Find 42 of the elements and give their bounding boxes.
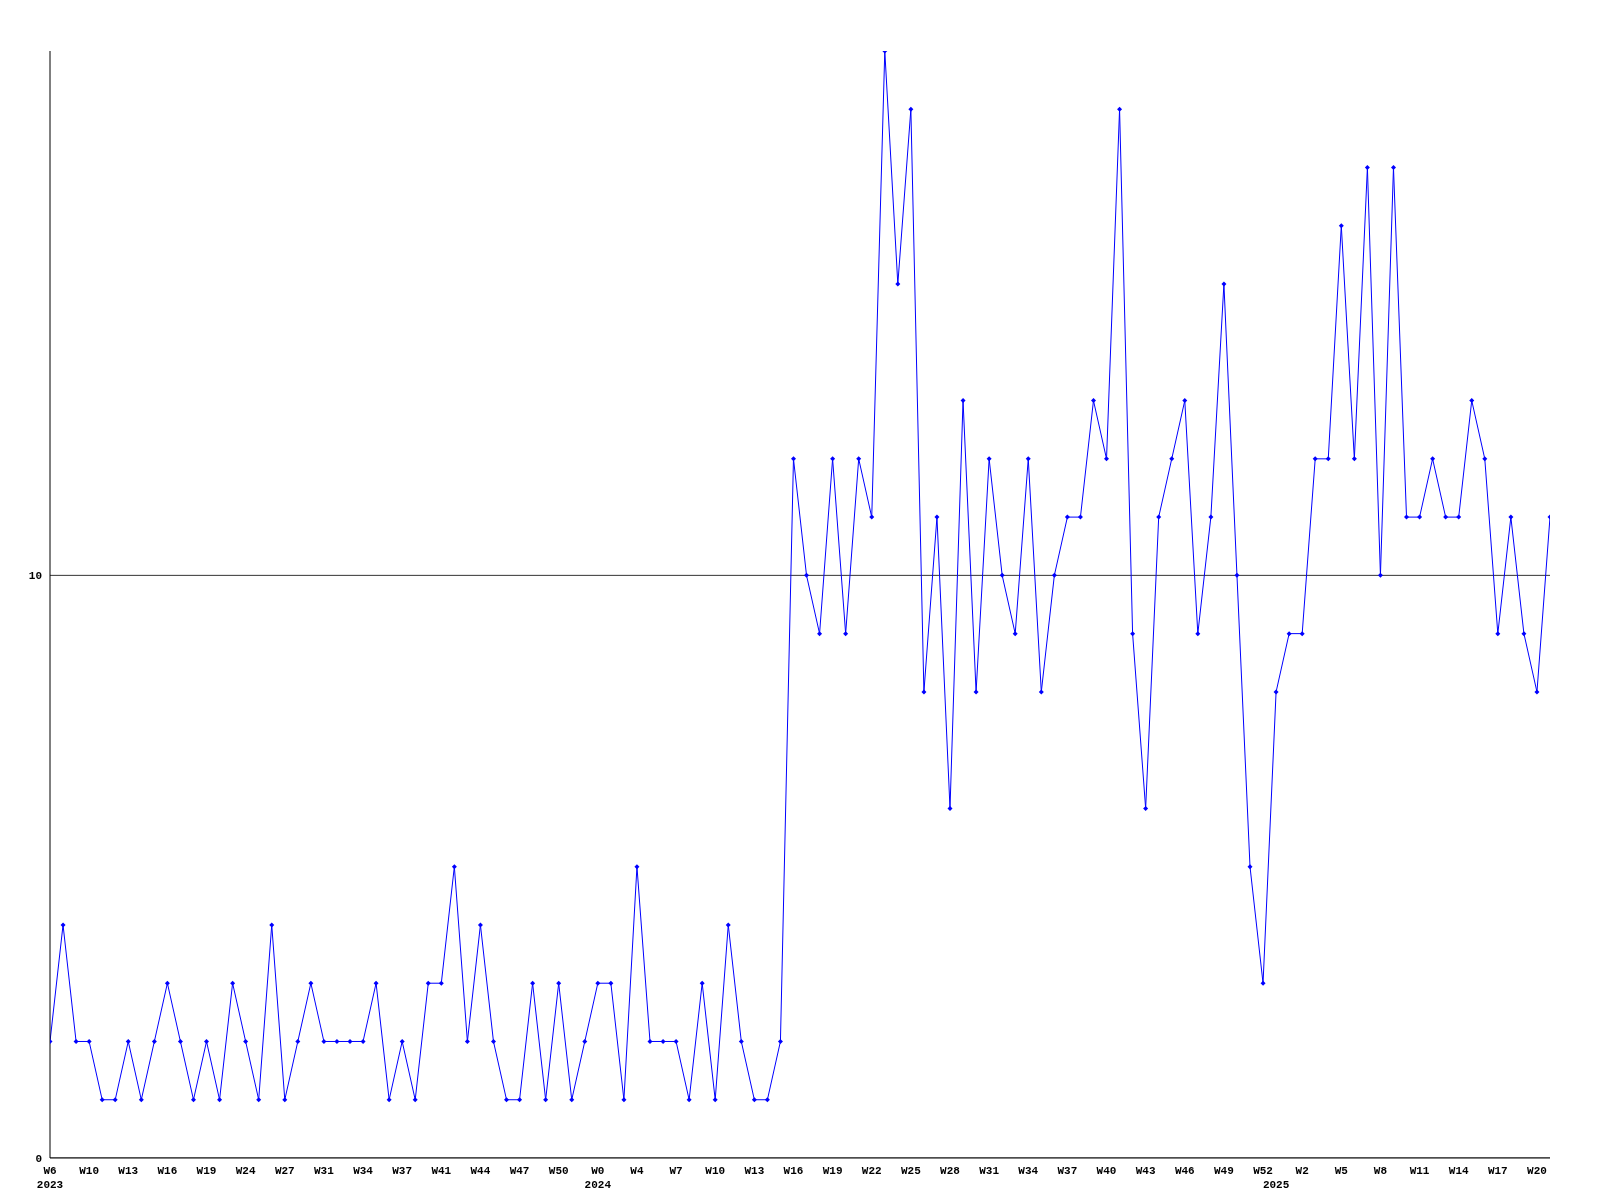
x-tick-label: W7 <box>669 1165 683 1177</box>
x-tick-label: W37 <box>392 1165 413 1177</box>
x-tick-label: W17 <box>1487 1165 1508 1177</box>
x-tick-label: W41 <box>431 1165 452 1177</box>
x-tick-label: W37 <box>1057 1165 1078 1177</box>
x-tick-label: W49 <box>1214 1165 1234 1177</box>
x-tick-label: W25 <box>900 1165 922 1177</box>
x-tick-label: W44 <box>470 1165 491 1177</box>
x-tick-label: W47 <box>509 1165 530 1177</box>
x-tick-label: W50 <box>548 1165 569 1177</box>
x-tick-label: W40 <box>1096 1165 1117 1177</box>
x-tick-label: W19 <box>196 1165 217 1177</box>
x-tick-label: W0 2024 <box>584 1165 612 1191</box>
x-tick-label: W5 <box>1334 1165 1349 1177</box>
y-tick-label: 0 <box>35 1152 42 1165</box>
x-tick-label: W13 <box>118 1165 139 1177</box>
x-tick-label: W8 <box>1373 1165 1388 1177</box>
x-tick-label: W22 <box>861 1165 882 1177</box>
x-tick-label: W14 <box>1448 1165 1469 1177</box>
x-tick-label: W10 <box>79 1165 100 1177</box>
x-tick-label: W27 <box>274 1165 295 1177</box>
x-tick-label: W34 <box>1018 1165 1039 1177</box>
x-tick-label: W24 <box>235 1165 256 1177</box>
x-tick-label: W19 <box>822 1165 843 1177</box>
x-tick-label: W16 <box>783 1165 804 1177</box>
x-tick-label: W4 <box>630 1165 644 1177</box>
x-tick-label: W31 <box>314 1165 335 1177</box>
x-tick-label: W11 <box>1409 1165 1430 1177</box>
x-tick-label: W43 <box>1135 1165 1156 1177</box>
x-tick-label: 2025 <box>1262 1179 1290 1191</box>
x-tick-label: W31 <box>979 1165 1000 1177</box>
x-tick-label: W13 <box>744 1165 765 1177</box>
x-tick-label: W2 <box>1295 1165 1309 1177</box>
x-tick-label: W34 <box>353 1165 374 1177</box>
x-tick-label: W52 <box>1253 1165 1273 1177</box>
x-tick-label: W20 <box>1527 1165 1547 1177</box>
y-tick-label: 10 <box>28 570 42 583</box>
x-tick-label: W16 <box>157 1165 178 1177</box>
x-tick-label: W10 <box>705 1165 726 1177</box>
x-tick-label: W46 <box>1174 1165 1195 1177</box>
x-tick-label: W6 2023 <box>36 1165 64 1191</box>
x-tick-label: W28 <box>940 1165 961 1177</box>
